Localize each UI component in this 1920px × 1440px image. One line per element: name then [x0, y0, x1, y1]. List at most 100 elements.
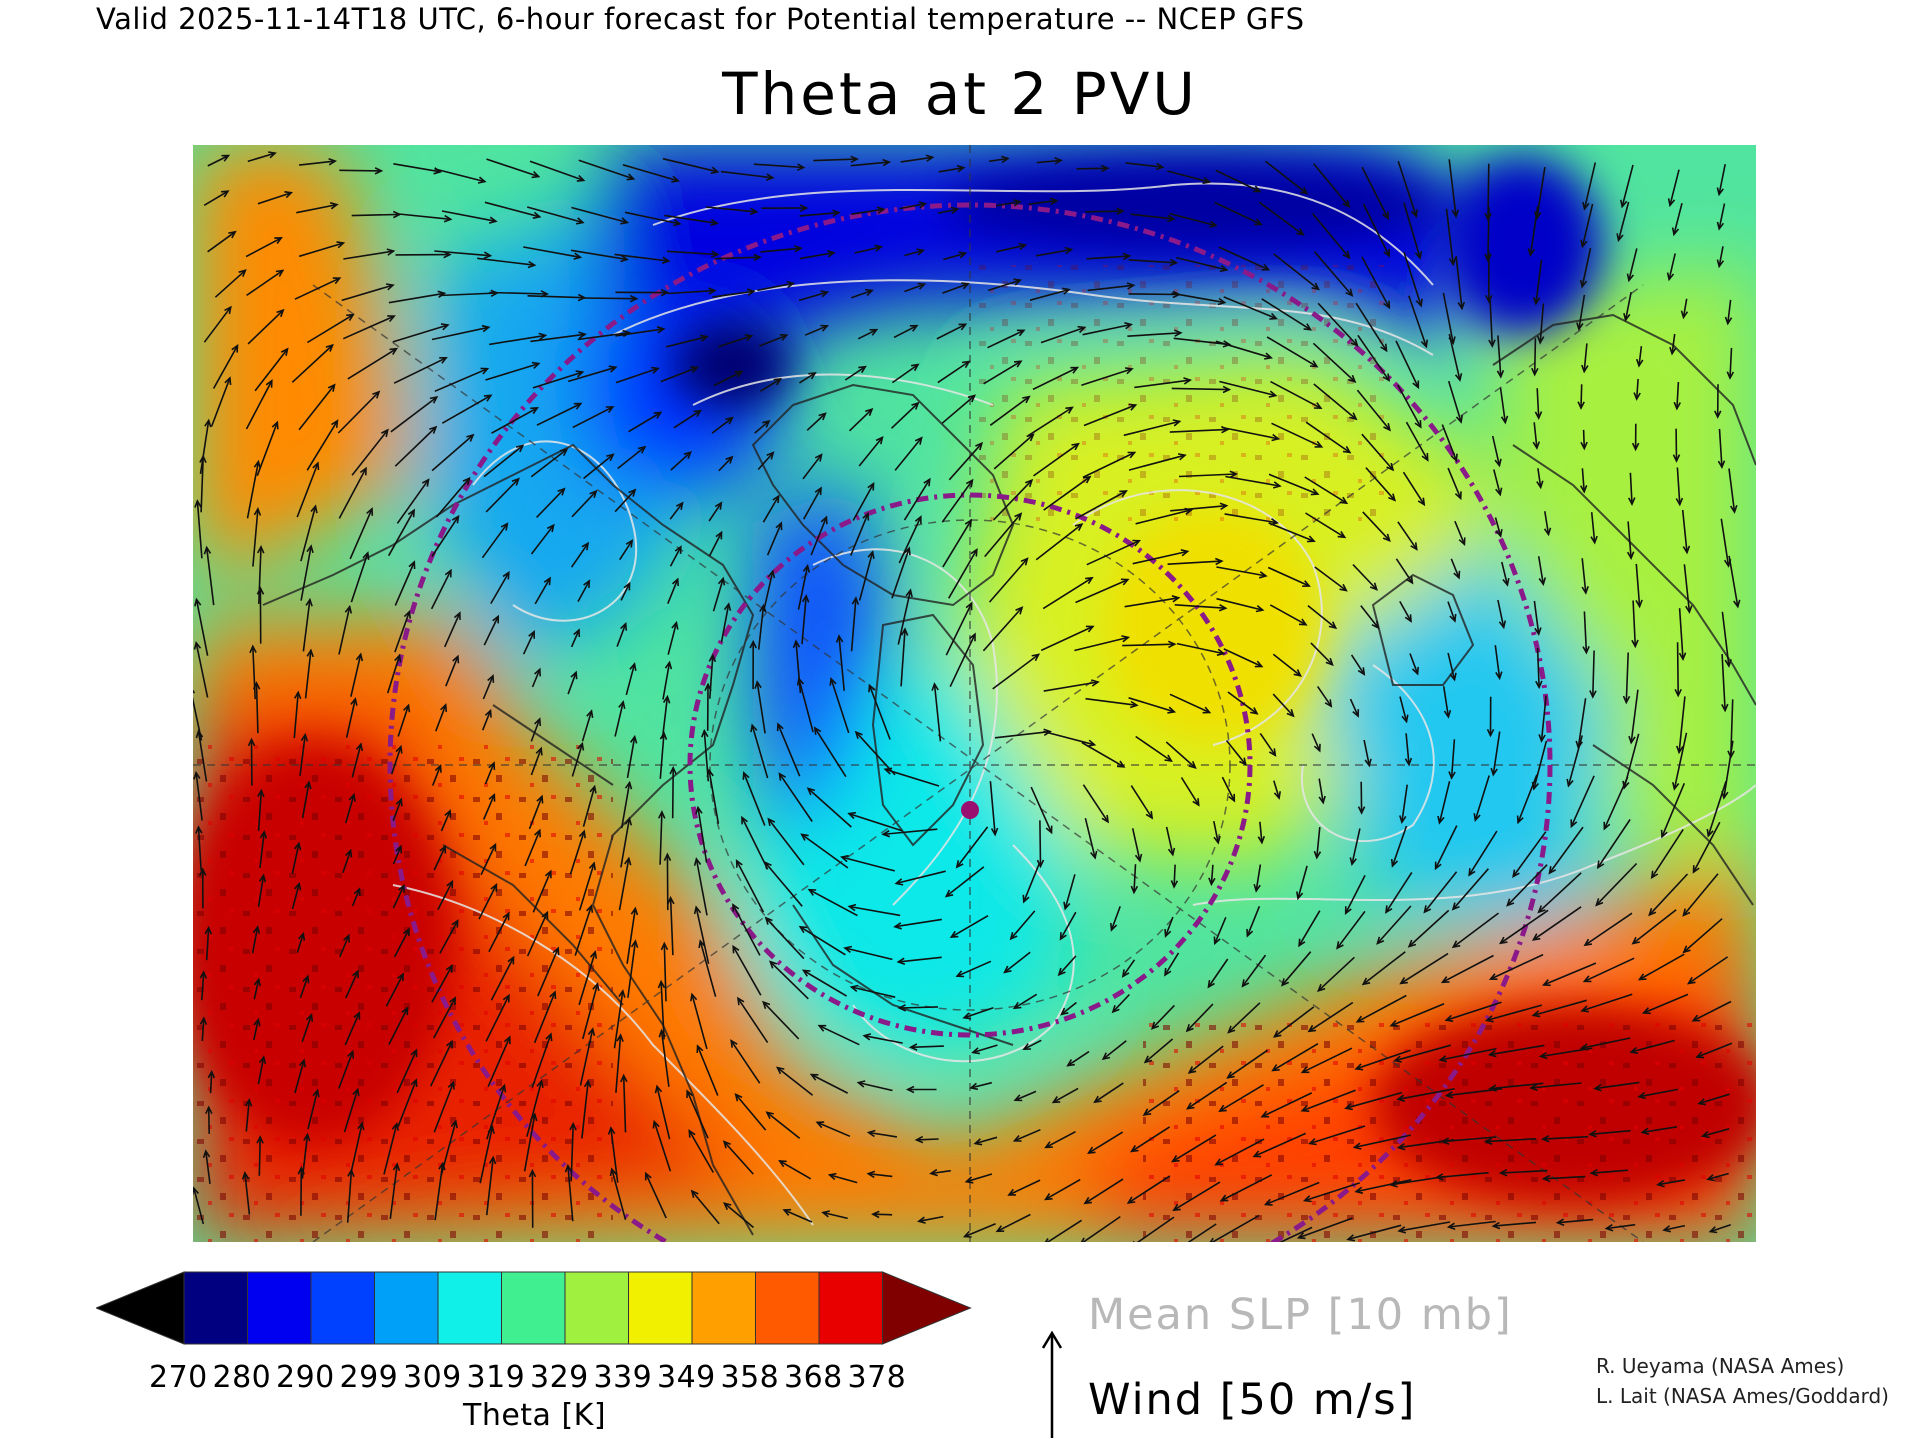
colorbar-swatch [564, 1271, 629, 1345]
wind-vector-head [1496, 370, 1505, 379]
wind-vector [1210, 864, 1214, 885]
wind-vector [1681, 509, 1688, 553]
wind-vector-head [1344, 906, 1352, 915]
wind-vector-head [1389, 1180, 1398, 1188]
wind-vector [1696, 1042, 1733, 1058]
wind-vector [615, 328, 664, 337]
wind-vector [811, 1073, 849, 1094]
wind-vector-head [559, 448, 569, 457]
wind-vector [1357, 334, 1390, 381]
wind-vector-head [1215, 557, 1224, 566]
wind-vector [983, 360, 1022, 385]
wind-vector [1225, 475, 1281, 487]
wind-vector [626, 736, 636, 779]
wind-vector-head [1273, 791, 1281, 800]
wind-vector-head [1121, 969, 1130, 978]
wind-vector [1058, 955, 1077, 976]
wind-vector-head [1254, 660, 1264, 668]
wind-vector [1638, 1088, 1678, 1098]
wind-vector-head [1488, 973, 1498, 980]
wind-vector-head [583, 1079, 592, 1088]
wind-vector-head [1579, 279, 1588, 289]
wind-vector [669, 546, 682, 567]
wind-vector [1540, 1047, 1593, 1058]
wind-vector-head [704, 682, 712, 692]
wind-vector [1728, 468, 1736, 513]
wind-vector-head [905, 588, 913, 598]
wind-vector [1133, 864, 1137, 893]
wind-vector-head [258, 1055, 267, 1064]
wind-vector-head [205, 1105, 213, 1115]
wind-vector-head [1410, 209, 1418, 219]
wind-vector-head [238, 269, 247, 278]
wind-vector-head [1192, 798, 1200, 807]
wind-vector [252, 646, 256, 700]
wind-vector [485, 362, 540, 381]
wind-vector [720, 170, 773, 179]
wind-vector-head [1132, 539, 1141, 547]
wind-vector-head [1180, 549, 1190, 557]
wind-vector-head [734, 1092, 743, 1102]
wind-vector [1590, 512, 1596, 543]
wind-vector-head [955, 970, 965, 978]
wind-vector [345, 698, 357, 738]
wind-vector-head [1640, 1127, 1650, 1136]
wind-vector-head [1399, 976, 1408, 985]
wind-vector [1450, 739, 1456, 779]
wind-vector [1489, 1044, 1545, 1056]
wind-vector [1537, 468, 1542, 488]
wind-vector [257, 1056, 265, 1085]
wind-vector-head [1241, 979, 1250, 988]
wind-vector [822, 1211, 848, 1220]
wind-vector-head [395, 844, 403, 854]
wind-vector-head [1650, 870, 1659, 880]
wind-vector-head [1142, 1108, 1152, 1116]
wind-vector-head [1444, 1091, 1454, 1099]
wind-vector-head [1369, 582, 1378, 591]
wind-vector-head [1637, 1091, 1647, 1100]
wind-vector [491, 407, 538, 434]
wind-vector [1581, 203, 1594, 247]
wind-vector-head [1318, 795, 1326, 805]
wind-vector-head [1185, 1102, 1195, 1110]
wind-vector-head [528, 630, 535, 639]
wind-vector [347, 348, 397, 380]
wind-vector [838, 635, 845, 691]
wind-vector [829, 1174, 858, 1184]
wind-vector [1085, 210, 1123, 213]
pole-marker [961, 801, 979, 819]
wind-vector [1165, 741, 1196, 769]
slp-contours [392, 182, 1756, 1226]
wind-vector-head [1325, 657, 1334, 667]
wind-vector [338, 467, 367, 519]
wind-vector-head [1063, 901, 1071, 911]
wind-vector [1223, 648, 1263, 668]
wind-vector [941, 479, 974, 523]
wind-vector [396, 1049, 418, 1094]
wind-vector-head [488, 761, 496, 771]
wind-vector-head [854, 730, 863, 740]
wind-vector [1536, 388, 1540, 419]
wind-vector [1723, 740, 1734, 799]
colorbar-tick-label: 290 [276, 1360, 335, 1395]
wind-vector [1683, 918, 1723, 953]
wind-vector-head [1013, 278, 1023, 286]
wind-vector [1707, 1172, 1729, 1181]
wind-vector [1082, 1215, 1121, 1242]
wind-vector-head [815, 1121, 825, 1129]
wind-vector-head [809, 1073, 819, 1081]
wind-vector-head [1412, 380, 1420, 390]
wind-vector [1583, 343, 1588, 372]
wind-vector [337, 391, 380, 434]
wind-vector [803, 969, 848, 997]
wind-vector-head [1468, 868, 1476, 877]
wind-vector-head [675, 501, 684, 510]
wind-vector [528, 796, 543, 830]
wind-vector-head [1121, 635, 1131, 643]
wind-vector-head [868, 683, 876, 693]
wind-vector [1336, 910, 1366, 949]
wind-vector [898, 516, 922, 564]
wind-vector [1297, 865, 1308, 899]
wind-vector [1361, 256, 1391, 308]
wind-vector [814, 727, 847, 778]
